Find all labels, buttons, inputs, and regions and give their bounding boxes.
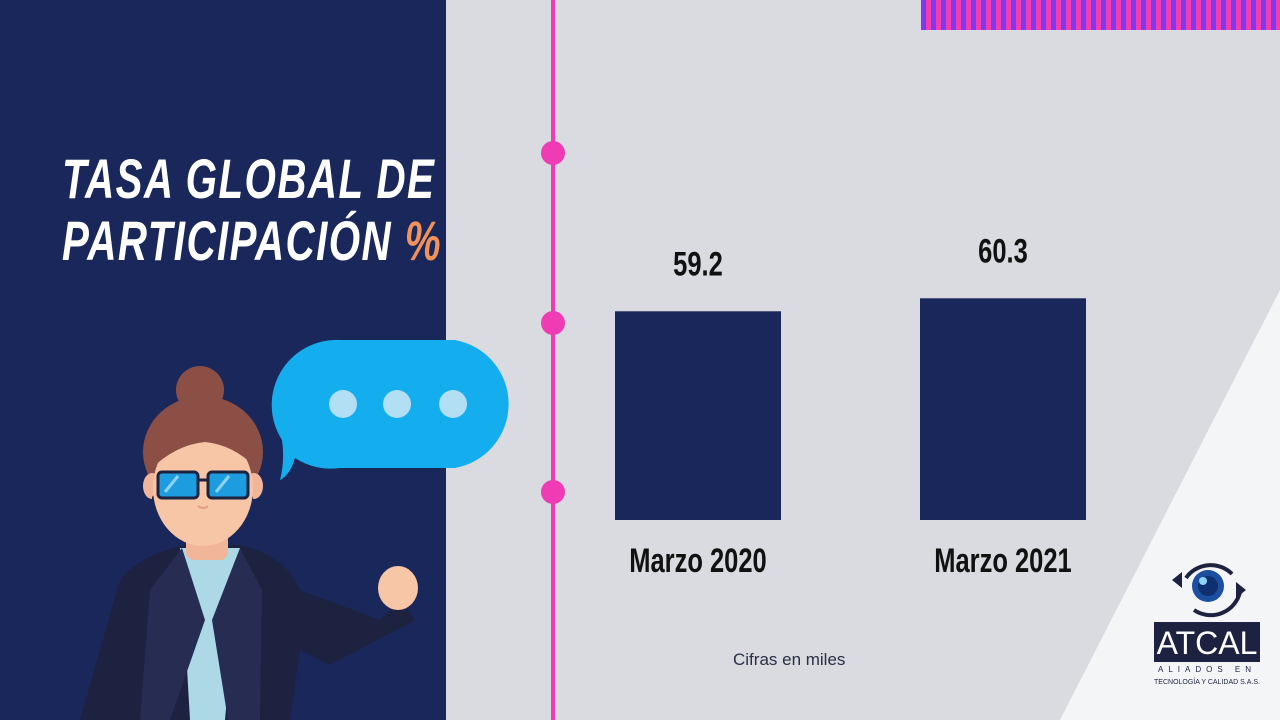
- speech-bubble-icon: [271, 339, 509, 480]
- timeline-dot: [541, 311, 565, 335]
- atcal-logo: ATCAL ALIADOS EN TECNOLOGÍA Y CALIDAD S.…: [1154, 563, 1260, 686]
- title-line-2: PARTICIPACIÓN: [62, 209, 393, 272]
- bar-chart: 59.2 Marzo 2020 60.3 Marzo 2021: [615, 233, 1086, 580]
- woman-illustration: [80, 339, 509, 720]
- title-percent-accent: %: [404, 209, 443, 272]
- data-label-2: 60.3: [978, 233, 1028, 270]
- glasses-icon: [156, 470, 250, 500]
- title-line-1: TASA GLOBAL DE: [62, 147, 436, 210]
- page-title: TASA GLOBAL DE PARTICIPACIÓN %: [62, 148, 442, 272]
- footnote: Cifras en miles: [733, 650, 846, 669]
- bar-2: [920, 298, 1086, 520]
- bar-1: [615, 311, 781, 520]
- svg-text:ALIADOS EN: ALIADOS EN: [1158, 665, 1256, 674]
- decorative-stripes: [921, 0, 1280, 30]
- timeline-dot: [541, 141, 565, 165]
- timeline-line: [551, 0, 555, 720]
- svg-text:ATCAL: ATCAL: [1157, 625, 1258, 661]
- data-label-1: 59.2: [673, 246, 723, 283]
- svg-text:TECNOLOGÍA Y CALIDAD S.A.S.: TECNOLOGÍA Y CALIDAD S.A.S.: [1154, 677, 1260, 686]
- category-label-2: Marzo 2021: [934, 543, 1071, 580]
- timeline-dot: [541, 480, 565, 504]
- category-label-1: Marzo 2020: [629, 543, 766, 580]
